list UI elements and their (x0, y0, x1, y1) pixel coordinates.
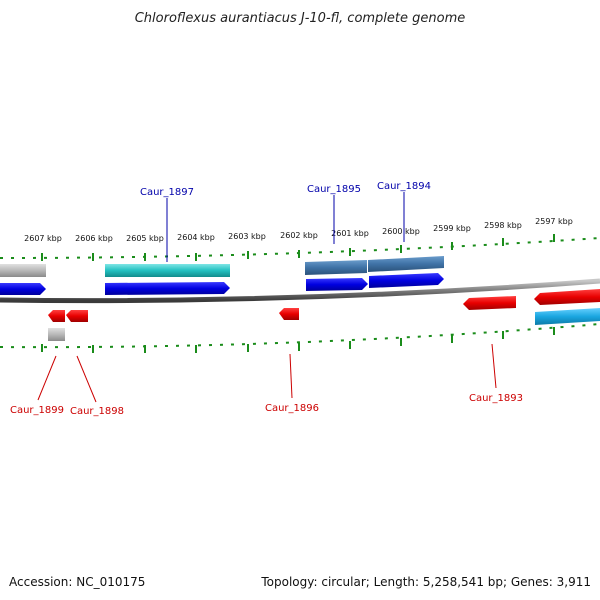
gene-label-caur-1893[interactable]: Caur_1893 (469, 393, 523, 404)
gene-label-caur-1898[interactable]: Caur_1898 (70, 406, 124, 417)
tick-label-2602: 2602 kbp (280, 231, 318, 240)
tick-label-2601: 2601 kbp (331, 229, 369, 238)
feature-bar-steel-1895 (305, 260, 367, 275)
feature-bar-gray-1899 (48, 328, 65, 341)
feature-bar-cyan-1897 (105, 264, 230, 277)
gene-arrow-reverse-1898 (66, 310, 88, 322)
genome-summary-text: Topology: circular; Length: 5,258,541 bp… (260, 575, 591, 589)
tick-labels: 2607 kbp 2606 kbp 2605 kbp 2604 kbp 2603… (24, 217, 573, 243)
gene-label-caur-1899[interactable]: Caur_1899 (10, 405, 64, 416)
feature-bar-gray-left (0, 264, 46, 277)
gene-arrow-forward-left (0, 283, 46, 295)
tick-label-2600: 2600 kbp (382, 227, 420, 236)
leader-lines-top (166, 192, 405, 262)
gene-arrow-forward-1895 (306, 278, 368, 291)
tick-label-2605: 2605 kbp (126, 234, 164, 243)
gene-arrow-reverse-right (534, 289, 600, 305)
leader-lines-bottom (37, 343, 497, 403)
tick-label-2603: 2603 kbp (228, 232, 266, 241)
gene-label-caur-1894[interactable]: Caur_1894 (377, 181, 431, 192)
accession-text: Accession: NC_010175 (9, 575, 145, 589)
tick-label-2598: 2598 kbp (484, 221, 522, 230)
feature-bar-sky-right (535, 308, 600, 325)
gene-arrow-reverse-1893 (463, 296, 516, 310)
gene-label-caur-1896[interactable]: Caur_1896 (265, 403, 319, 414)
tick-label-2606: 2606 kbp (75, 234, 113, 243)
tick-label-2597: 2597 kbp (535, 217, 573, 226)
gene-label-caur-1895[interactable]: Caur_1895 (307, 184, 361, 195)
tick-label-2604: 2604 kbp (177, 233, 215, 242)
gene-arrow-reverse-1899 (48, 310, 65, 322)
feature-bar-steel-1894 (368, 256, 444, 272)
gene-arrow-reverse-1896 (279, 308, 299, 320)
upper-major-ticks (41, 234, 555, 261)
tick-label-2607: 2607 kbp (24, 234, 62, 243)
tick-label-2599: 2599 kbp (433, 224, 471, 233)
lower-major-ticks (41, 327, 555, 353)
map-title: Chloroflexus aurantiacus J-10-fl, comple… (135, 11, 466, 26)
gene-arrow-forward-1894 (369, 273, 444, 288)
gene-arrow-forward-1897 (105, 282, 230, 295)
genome-backbone (0, 278, 600, 304)
gene-label-caur-1897[interactable]: Caur_1897 (140, 187, 194, 198)
